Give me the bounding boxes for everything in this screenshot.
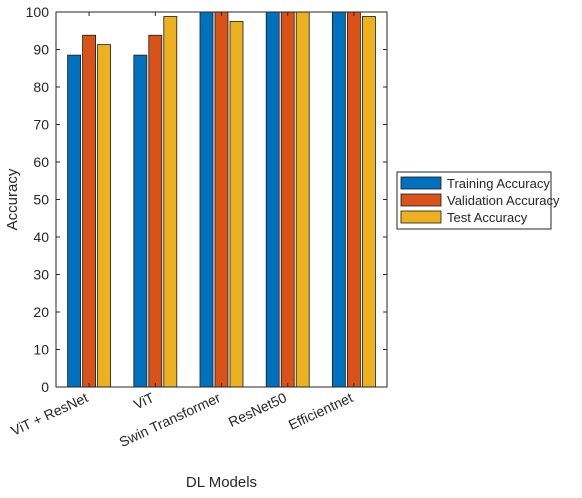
x-axis-label: DL Models xyxy=(186,474,257,491)
bar-3-4 xyxy=(295,11,310,388)
y-tick-label: 50 xyxy=(33,192,49,208)
legend-swatch xyxy=(400,176,442,190)
bar-1-4 xyxy=(265,11,280,388)
bar-2-2 xyxy=(148,34,163,388)
y-tick-label: 40 xyxy=(33,229,49,245)
bar-3-1 xyxy=(97,44,111,388)
legend-label: Training Accuracy xyxy=(447,176,550,191)
legend: Training Accuracy Validation Accuracy Test… xyxy=(396,171,560,230)
bar-2-1 xyxy=(82,34,96,388)
y-tick-label: 10 xyxy=(33,342,49,358)
y-tick-label: 60 xyxy=(33,154,49,170)
bars-layer xyxy=(67,11,376,388)
y-tick-label: 70 xyxy=(33,117,49,133)
y-tick-label: 20 xyxy=(33,304,49,320)
y-axis-label: Accuracy xyxy=(4,168,21,230)
x-tick-label: ViT xyxy=(131,389,157,412)
x-tick-label: ResNet50 xyxy=(226,389,289,430)
bar-3-5 xyxy=(361,16,376,388)
x-tick-label: Efficientnet xyxy=(286,389,355,433)
bar-2-5 xyxy=(346,11,361,388)
bar-3-3 xyxy=(229,20,244,388)
bar-1-5 xyxy=(331,11,346,388)
legend-label: Validation Accuracy xyxy=(447,193,560,208)
legend-swatch xyxy=(400,210,442,224)
y-tick-label: 0 xyxy=(41,379,49,395)
y-tick-label: 90 xyxy=(33,42,49,58)
bar-2-4 xyxy=(280,11,295,388)
bar-1-1 xyxy=(67,54,81,388)
bar-2-3 xyxy=(214,11,229,388)
legend-swatch xyxy=(400,193,442,207)
bar-3-2 xyxy=(163,16,178,388)
x-tick-label: ViT + ResNet xyxy=(8,389,90,439)
y-tick-label: 30 xyxy=(33,267,49,283)
legend-label: Test Accuracy xyxy=(447,210,528,225)
y-axis-ticks: 0 10 20 30 40 50 60 70 80 90 100 xyxy=(26,4,387,395)
y-tick-label: 100 xyxy=(26,4,50,20)
bar-1-2 xyxy=(133,54,148,388)
y-tick-label: 80 xyxy=(33,79,49,95)
bar-1-3 xyxy=(199,11,214,388)
